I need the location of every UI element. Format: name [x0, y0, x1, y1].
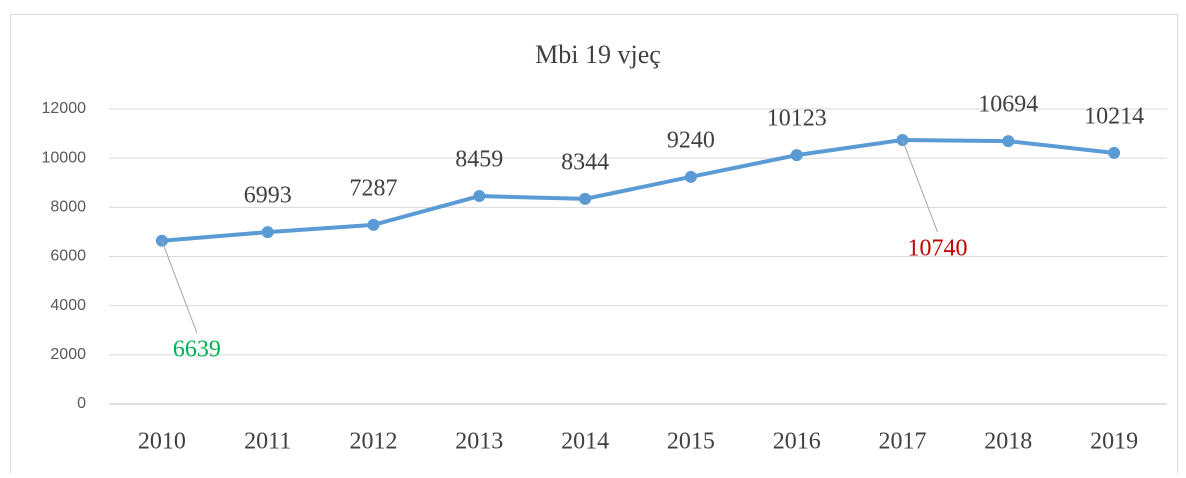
line	[161, 137, 1115, 243]
y-tick-label: 8000	[50, 199, 86, 216]
marker	[684, 170, 697, 183]
data-label: 6993	[244, 183, 292, 209]
chart-frame	[10, 14, 1178, 478]
marker	[1108, 146, 1121, 159]
x-tick-label: 2017	[879, 429, 927, 455]
y-tick-label: 6000	[50, 248, 86, 265]
marker	[367, 218, 380, 231]
y-tick-label: 2000	[50, 346, 86, 363]
leader-line	[161, 240, 198, 333]
x-tick-label: 2010	[138, 429, 186, 455]
data-label: 6639	[173, 336, 221, 362]
y-tick-label: 0	[77, 395, 86, 412]
x-tick-label: 2012	[350, 429, 398, 455]
x-tick-label: 2015	[667, 429, 715, 455]
x-tick-label: 2019	[1090, 429, 1138, 455]
data-label: 10123	[767, 106, 827, 132]
x-tick-label: 2016	[773, 429, 821, 455]
x-tick-label: 2013	[455, 429, 503, 455]
data-label: 8459	[455, 147, 503, 173]
y-tick-label: 10000	[42, 149, 87, 166]
x-tick-label: 2011	[244, 429, 291, 455]
y-tick-label: 12000	[42, 100, 87, 117]
marker	[790, 149, 803, 162]
data-label: 10694	[978, 92, 1038, 118]
marker	[579, 192, 592, 205]
data-label: 9240	[667, 127, 715, 153]
marker	[261, 226, 274, 239]
data-label: 10740	[908, 235, 968, 261]
x-tick-label: 2018	[984, 429, 1032, 455]
marker	[1002, 135, 1015, 148]
data-label: 8344	[561, 149, 609, 175]
chart-title: Mbi 19 vjeç	[535, 40, 661, 69]
y-tick-label: 4000	[50, 297, 86, 314]
marker	[473, 190, 486, 203]
data-label: 10214	[1084, 103, 1144, 129]
data-label: 7287	[350, 175, 398, 201]
leader-line	[902, 139, 938, 233]
x-tick-label: 2014	[561, 429, 609, 455]
